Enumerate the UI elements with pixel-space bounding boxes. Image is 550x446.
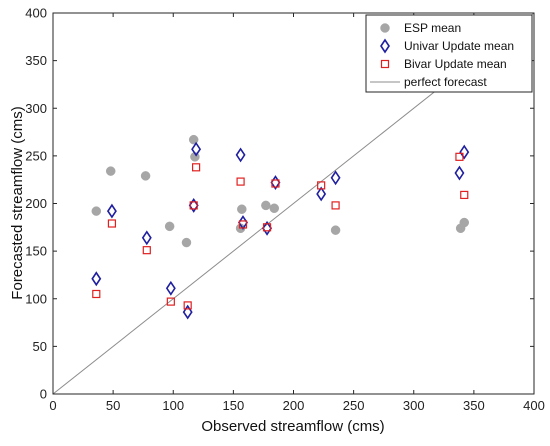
legend-label: perfect forecast [404,75,487,89]
x-axis-title: Observed streamflow (cms) [201,418,384,435]
point-diamond [182,304,193,320]
point-circle [181,237,192,248]
data-points [91,134,470,320]
point-square [183,301,192,310]
y-tick-label: 300 [25,101,47,116]
point-diamond [106,203,117,219]
point-diamond [316,186,327,202]
y-axis-title: Forecasted streamflow (cms) [9,106,26,299]
legend-item: Bivar Update mean [380,57,507,71]
series-square [92,152,469,310]
point-diamond [191,141,202,157]
point-square [262,223,272,232]
point-square [331,201,340,210]
y-tick-label: 250 [25,148,47,163]
y-tick-label: 200 [25,196,47,211]
axis-ticks: 0 50 100 150 200 250 300 350 400 0 50 100 150 200 250 3… [25,6,545,414]
point-circle [261,200,271,211]
x-tick-label: 250 [343,398,365,413]
legend-swatch-diamond [380,38,390,54]
point-circle [105,166,116,176]
point-circle [330,225,341,235]
point-square [191,163,201,172]
point-diamond [235,147,246,163]
point-diamond [165,280,176,296]
x-tick-label: 150 [223,398,245,413]
point-square [142,246,151,255]
y-tick-label: 400 [25,6,47,21]
point-circle [269,203,280,214]
legend-label: Bivar Update mean [404,57,507,71]
y-tick-label: 0 [40,387,47,402]
y-tick-label: 350 [25,53,47,68]
y-tick-label: 50 [33,339,47,354]
x-tick-label: 400 [523,398,545,413]
x-tick-label: 300 [403,398,425,413]
point-diamond [188,197,199,213]
point-circle [459,217,470,228]
legend-label: ESP mean [404,21,461,35]
point-circle [188,134,199,145]
point-diamond [454,165,465,181]
point-square [236,177,245,186]
legend-item: Univar Update mean [380,38,514,54]
legend-label: Univar Update mean [404,39,514,53]
legend-item: perfect forecast [370,75,487,89]
point-circle [91,206,102,216]
point-circle [164,221,175,232]
point-square [460,190,469,200]
x-tick-label: 50 [106,398,120,413]
point-circle [140,171,151,181]
legend: ESP mean Univar Update mean Bivar Update m… [365,14,533,93]
x-tick-label: 350 [463,398,485,413]
point-square [189,201,198,210]
point-diamond [141,230,152,246]
legend-box [365,14,533,93]
legend-swatch-square [380,59,390,69]
point-circle [237,204,247,214]
x-tick-label: 200 [283,398,305,413]
legend-item: ESP mean [380,21,461,35]
legend-swatch-circle [380,23,390,33]
point-square [166,297,175,306]
point-diamond [330,170,341,186]
point-square [271,179,280,188]
point-square [238,220,248,229]
point-square [92,289,101,299]
point-square [455,152,464,161]
x-tick-label: 100 [162,398,184,413]
point-square [107,219,117,228]
y-tick-label: 150 [25,244,47,259]
point-diamond [262,220,273,236]
point-diamond [459,144,470,160]
x-tick-label: 0 [49,398,56,413]
point-diamond [91,271,102,287]
point-square [317,181,326,190]
y-tick-label: 100 [25,291,47,306]
